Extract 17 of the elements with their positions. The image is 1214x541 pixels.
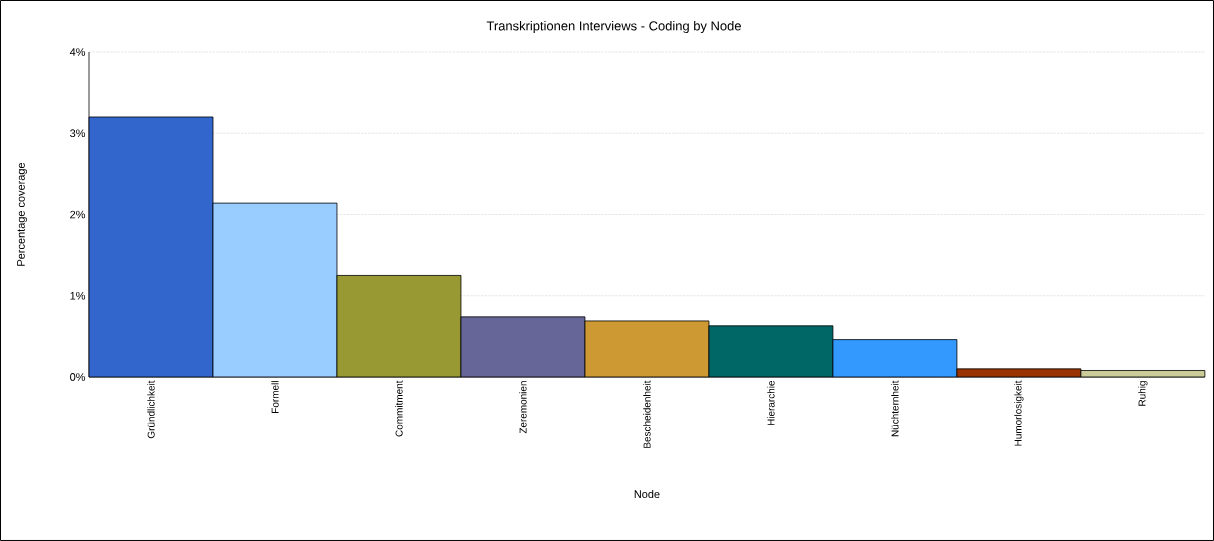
x-tick-label: Bescheidenheit	[643, 380, 651, 448]
x-tick-label: Ruhig	[1138, 381, 1148, 406]
x-tick-label: Nüchternheit	[891, 380, 899, 437]
y-tick-label: 2%	[70, 210, 86, 219]
chart-title: Transkriptionen Interviews - Coding by Node	[486, 20, 741, 34]
x-tick-label: Zeremonien	[519, 381, 527, 434]
x-tick-label: Commitment	[395, 380, 403, 437]
y-tick-label: 4%	[69, 48, 86, 56]
x-tick-label: Formell	[271, 381, 279, 413]
x-tick-label: Humorlosigkeit	[1014, 380, 1024, 446]
y-tick-label: 1%	[70, 291, 86, 300]
y-axis-title: Percentage coverage	[17, 162, 27, 266]
y-tick-label: 3%	[70, 129, 86, 138]
x-tick-label: Gründlichkeit	[147, 380, 155, 439]
y-tick-label: 0%	[70, 373, 86, 381]
x-axis-title: Node	[634, 489, 660, 499]
x-tick-label: Hierarchie	[767, 380, 775, 426]
